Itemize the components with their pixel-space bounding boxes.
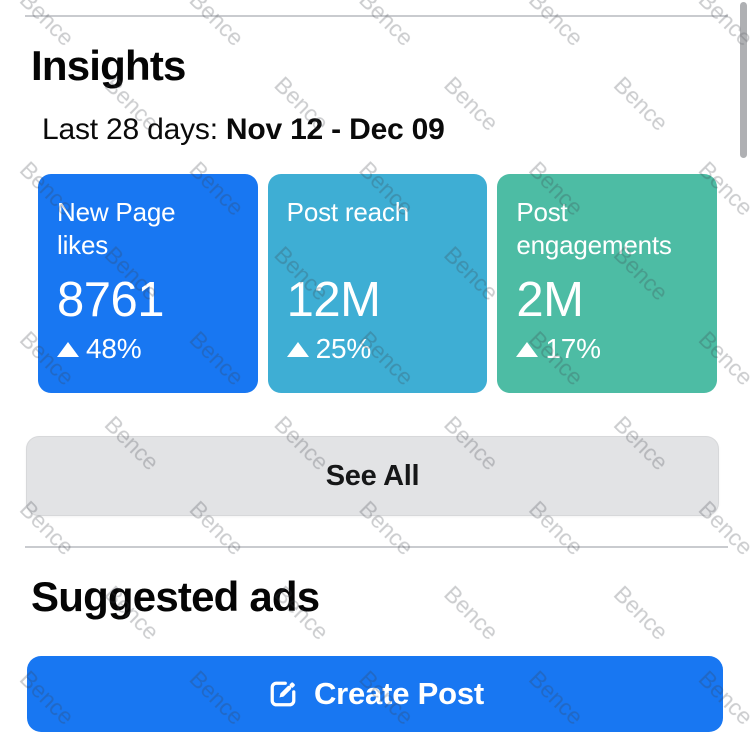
top-divider bbox=[25, 15, 728, 17]
trend-up-icon bbox=[57, 341, 79, 357]
stat-card-delta-value: 17% bbox=[545, 333, 601, 364]
trend-up-icon bbox=[516, 341, 539, 357]
period-row: Last 28 days: Nov 12 - Dec 09 bbox=[42, 113, 710, 147]
see-all-button[interactable]: See All bbox=[26, 436, 719, 516]
stat-card-post-reach[interactable]: Post reach 12M 25% bbox=[267, 174, 488, 393]
stat-cards-row: New Page likes 8761 48% Post reach 12M 2… bbox=[38, 174, 718, 393]
stat-card-delta-value: 25% bbox=[315, 333, 372, 364]
stat-card-label: Post engagements bbox=[516, 197, 672, 260]
suggested-ads-title: Suggested ads bbox=[31, 573, 320, 620]
create-post-label: Create Post bbox=[313, 676, 485, 711]
stat-card-new-page-likes[interactable]: New Page likes 8761 48% bbox=[38, 174, 258, 393]
compose-icon bbox=[270, 681, 296, 707]
stat-card-delta: 48% bbox=[57, 333, 244, 365]
stat-card-value: 2M bbox=[516, 273, 584, 327]
stat-card-value: 8761 bbox=[57, 273, 165, 327]
period-label: Last 28 days: bbox=[42, 113, 218, 146]
create-post-button[interactable]: Create Post bbox=[27, 656, 723, 732]
trend-up-icon bbox=[286, 341, 309, 357]
stat-card-delta: 17% bbox=[516, 333, 703, 365]
stat-card-delta: 25% bbox=[286, 333, 474, 365]
scrollbar[interactable] bbox=[740, 2, 747, 158]
see-all-label: See All bbox=[325, 459, 420, 492]
section-divider bbox=[25, 546, 728, 548]
stat-card-value: 12M bbox=[286, 273, 381, 327]
period-value: Nov 12 - Dec 09 bbox=[225, 113, 445, 146]
insights-title: Insights bbox=[31, 42, 186, 89]
stat-card-post-engagements[interactable]: Post engagements 2M 17% bbox=[497, 174, 718, 393]
stat-card-delta-value: 48% bbox=[86, 333, 142, 364]
stat-card-label: New Page likes bbox=[57, 197, 176, 260]
stat-card-label: Post reach bbox=[286, 197, 409, 227]
